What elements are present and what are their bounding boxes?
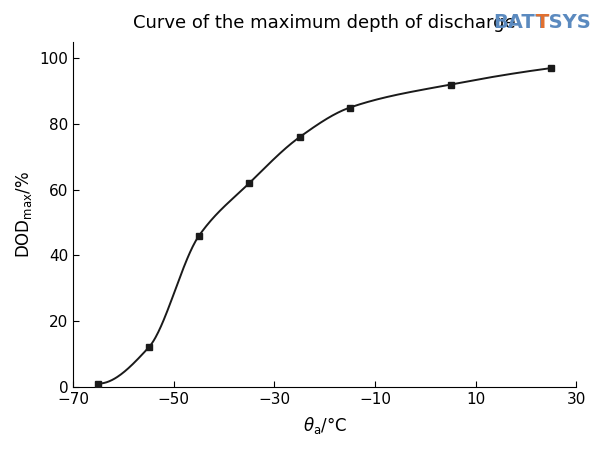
Title: Curve of the maximum depth of discharge: Curve of the maximum depth of discharge: [133, 14, 516, 32]
Text: BATTSYS: BATTSYS: [493, 14, 591, 32]
Text: T: T: [535, 14, 549, 32]
Y-axis label: $\mathrm{DOD_{max}}$/%: $\mathrm{DOD_{max}}$/%: [14, 171, 34, 258]
X-axis label: $\theta_{\mathrm{a}}$/°C: $\theta_{\mathrm{a}}$/°C: [302, 415, 347, 436]
